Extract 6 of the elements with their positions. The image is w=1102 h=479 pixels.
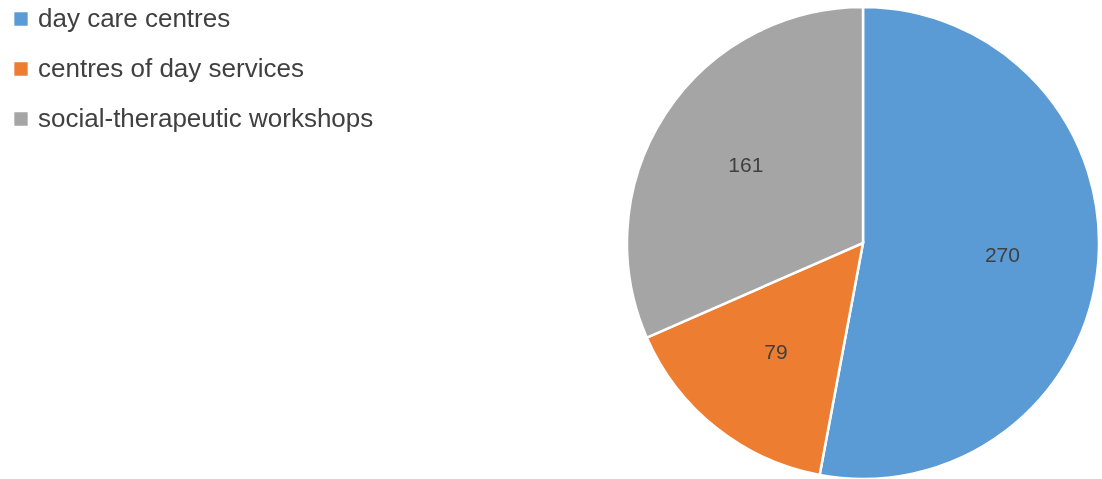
legend-label: social-therapeutic workshops [38, 103, 374, 133]
data-label: 270 [984, 242, 1020, 266]
data-label: 79 [764, 339, 788, 363]
data-label: 161 [728, 153, 764, 177]
legend-label: centres of day services [38, 53, 304, 83]
legend-label: day care centres [38, 3, 231, 33]
